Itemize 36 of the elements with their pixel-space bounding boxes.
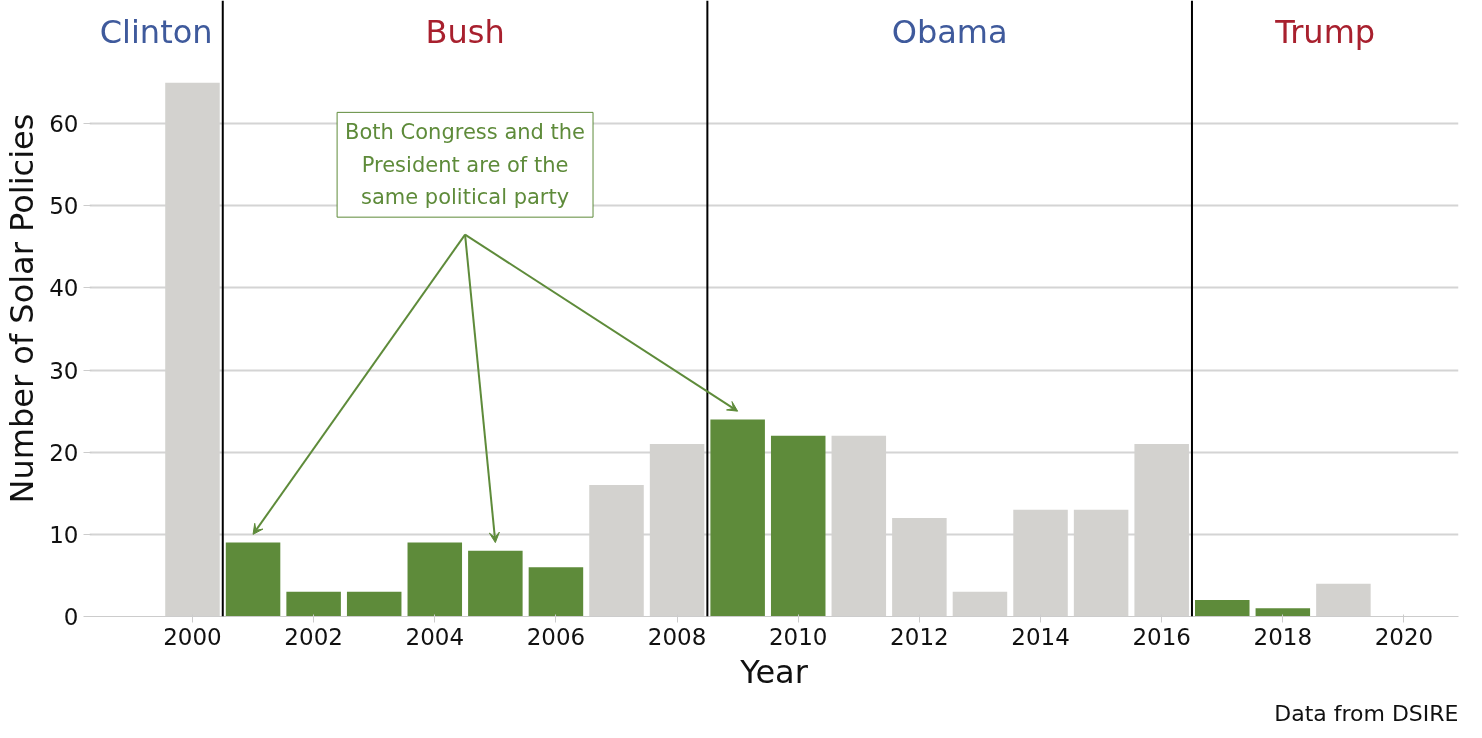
bar [286, 591, 341, 617]
y-axis-title: Number of Solar Policies [3, 113, 42, 504]
annotation: Obama [891, 12, 1008, 51]
y-tick-label: 0 [63, 604, 79, 630]
annotation: Bush [425, 12, 505, 51]
bar [770, 435, 826, 617]
bar [1195, 600, 1250, 617]
x-tick-label: 2010 [768, 623, 828, 650]
x-tick-label: 2006 [526, 623, 586, 650]
annotation: Both Congress and the President are of the same political party [345, 120, 586, 210]
x-tick-label: 2014 [1011, 623, 1070, 650]
x-axis-title: Year [739, 652, 809, 691]
x-tick-label: 2018 [1253, 623, 1313, 650]
x-tick-label: 2002 [284, 623, 343, 650]
x-tick-label: 2012 [890, 623, 949, 650]
y-tick-label: 20 [49, 439, 79, 466]
bar [346, 591, 402, 617]
bar [710, 419, 765, 617]
x-tick-label: 2020 [1374, 623, 1434, 650]
y-tick-label: 40 [49, 275, 79, 302]
y-tick-label: 30 [49, 357, 79, 384]
x-tick-label: 2016 [1132, 623, 1191, 650]
annotation: Trump [1274, 12, 1376, 51]
bar [225, 542, 281, 617]
annotation: Clinton [99, 12, 213, 51]
y-tick-label: 10 [49, 521, 79, 548]
bar [528, 567, 584, 617]
bar [1255, 608, 1311, 617]
x-tick-label: 2008 [647, 623, 707, 650]
x-tick-label: 2000 [163, 623, 222, 650]
y-tick-label: 50 [49, 193, 79, 220]
text: Data from DSIRE [1274, 700, 1459, 726]
y-tick-label: 60 [49, 111, 79, 138]
bar [468, 550, 523, 617]
bar [407, 542, 463, 617]
x-tick-label: 2004 [405, 623, 465, 650]
